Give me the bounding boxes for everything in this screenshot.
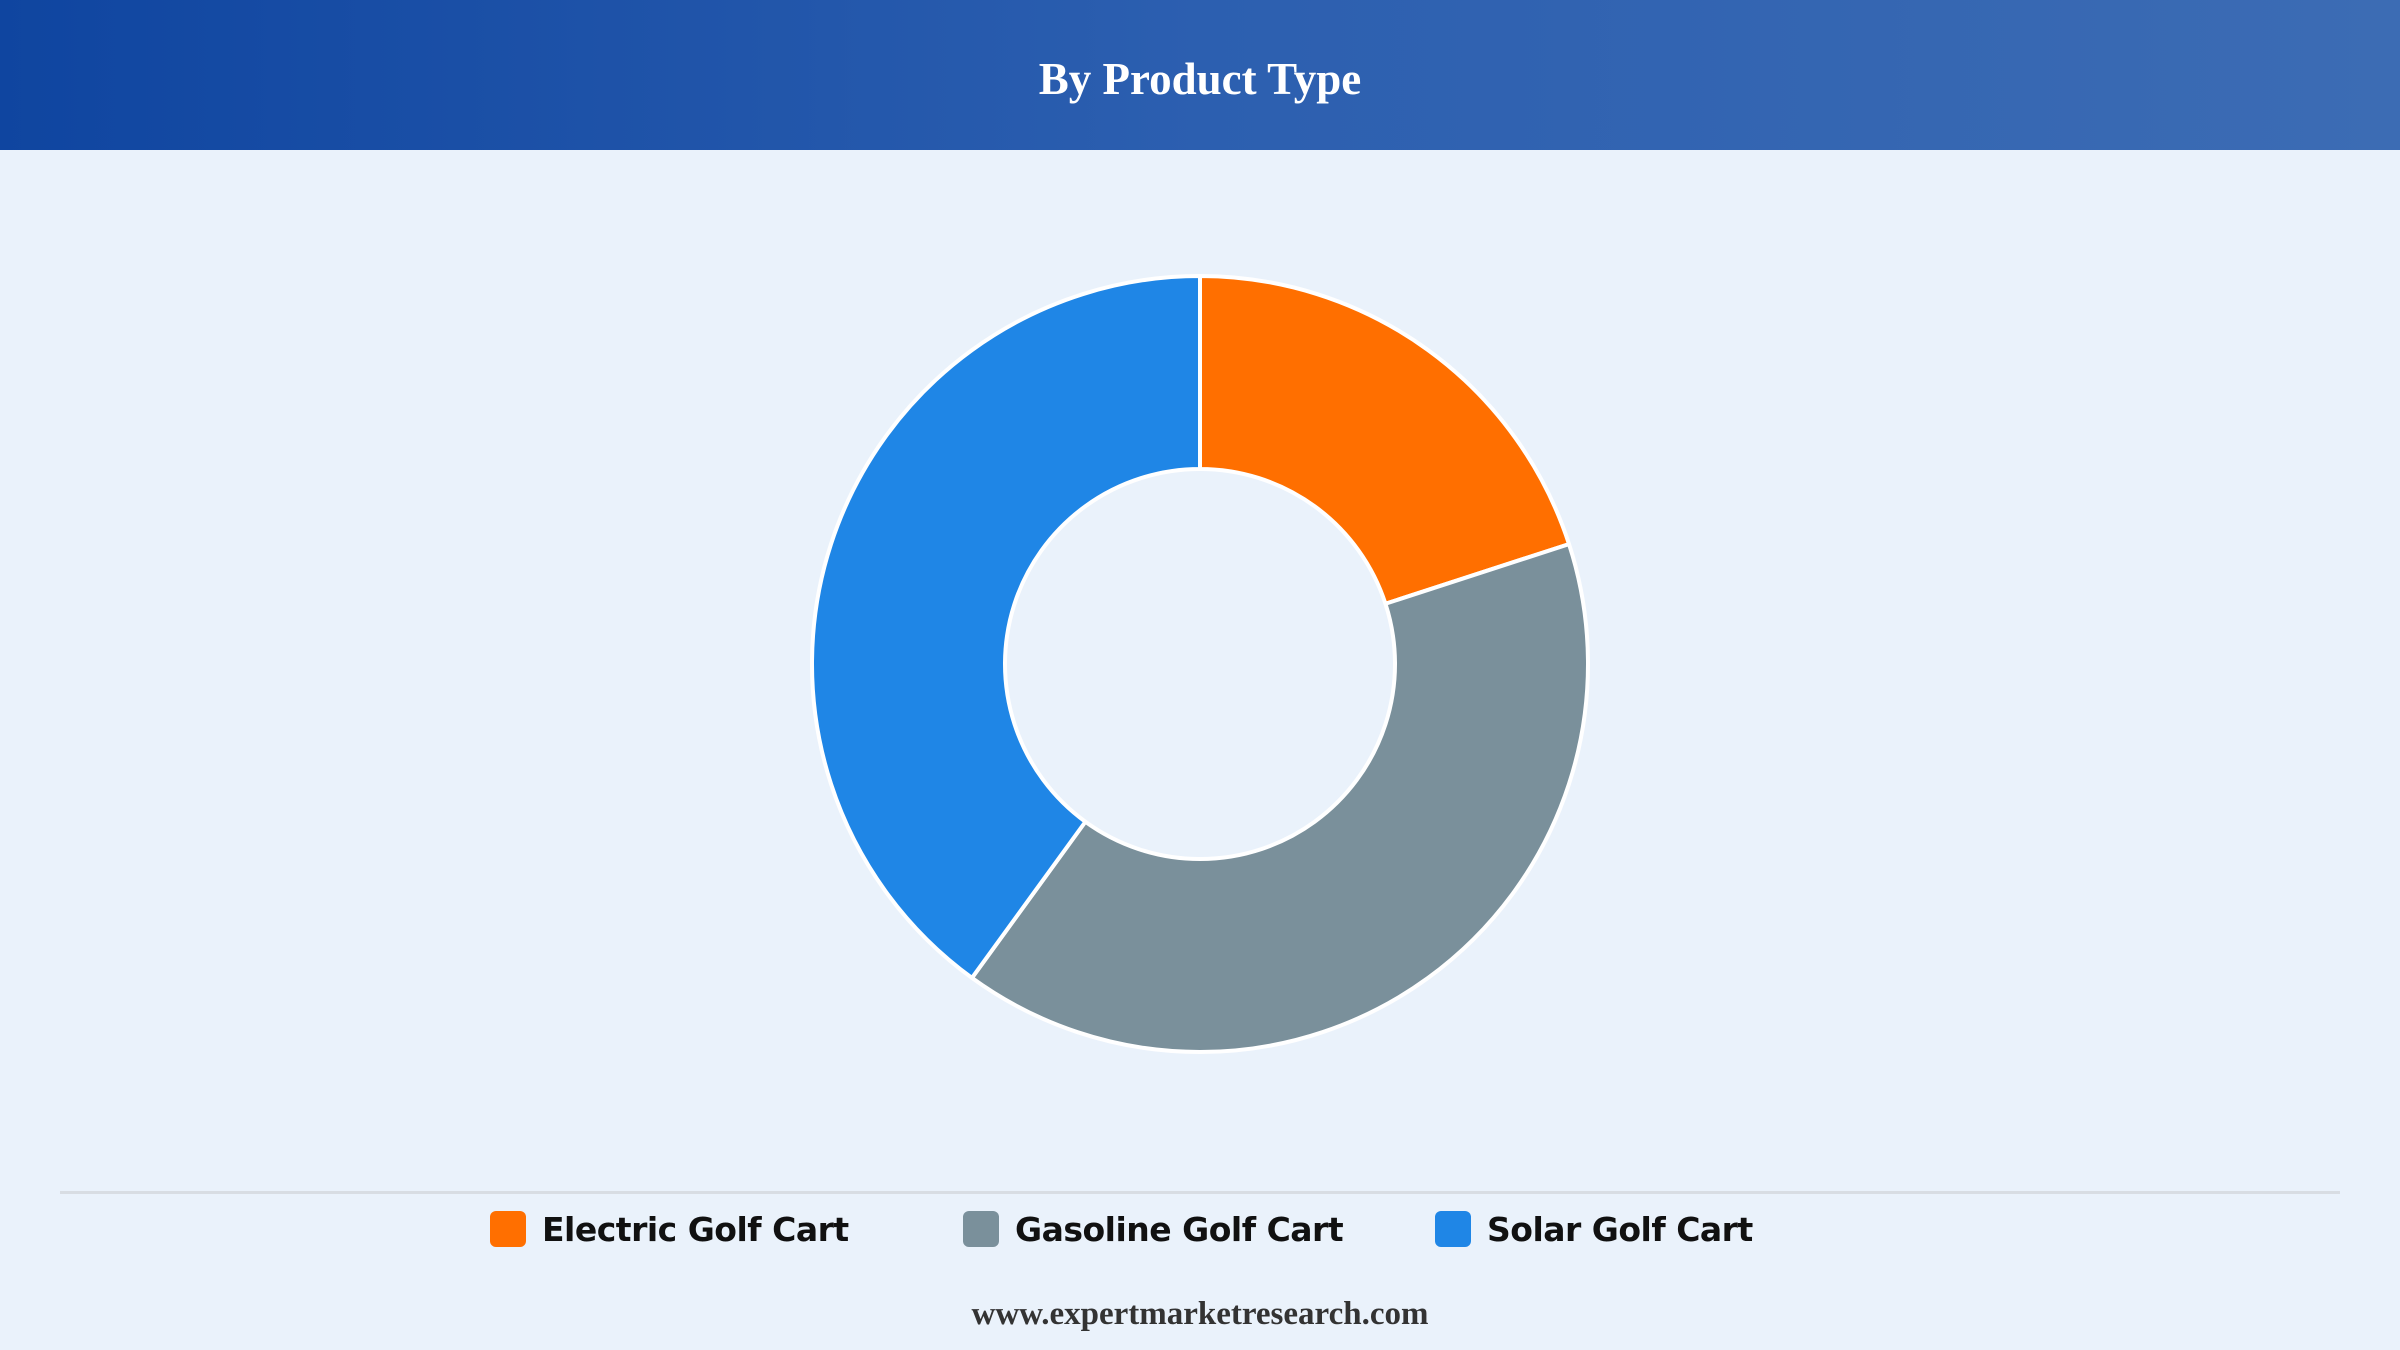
legend-item-electric[interactable]: Electric Golf Cart: [490, 1208, 849, 1250]
chart-title: By Product Type: [1038, 54, 1362, 104]
legend: Electric Golf Cart Gasoline Golf Cart So…: [0, 1208, 2400, 1250]
legend-swatch-electric: [490, 1211, 526, 1247]
legend-divider: [60, 1191, 2340, 1194]
donut-chart: [810, 274, 1590, 1055]
source-url: www.expertmarketresearch.com: [971, 1296, 1429, 1332]
legend-swatch-gasoline: [963, 1211, 999, 1247]
donut-slice-electric-golf-cart[interactable]: [1198, 274, 1572, 606]
header-banner: By Product Type: [0, 0, 2400, 150]
chart-area: [0, 150, 2400, 1190]
legend-label-gasoline: Gasoline Golf Cart: [1015, 1209, 1344, 1249]
donut-slice-gasoline-golf-cart[interactable]: [969, 542, 1590, 1055]
legend-swatch-solar: [1435, 1211, 1471, 1247]
legend-label-electric: Electric Golf Cart: [542, 1209, 849, 1249]
legend-item-gasoline[interactable]: Gasoline Golf Cart: [963, 1208, 1344, 1250]
legend-item-solar[interactable]: Solar Golf Cart: [1435, 1208, 1753, 1250]
legend-label-solar: Solar Golf Cart: [1487, 1209, 1753, 1249]
donut-slice-solar-golf-cart[interactable]: [810, 274, 1202, 980]
